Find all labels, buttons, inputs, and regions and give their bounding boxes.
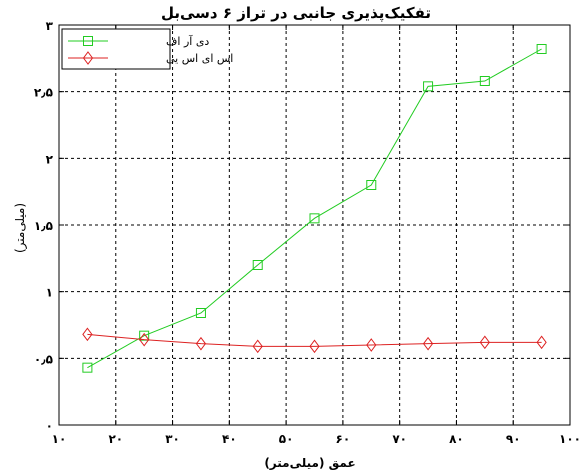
legend-marker bbox=[83, 36, 93, 46]
series-line bbox=[87, 333, 542, 347]
data-point bbox=[195, 308, 206, 318]
x-tick-label: ۳۰ bbox=[165, 432, 180, 446]
y-tick-label: ۰٫۵ bbox=[34, 352, 53, 366]
series-square bbox=[82, 44, 547, 373]
series-diamond bbox=[82, 327, 547, 354]
data-point bbox=[195, 336, 207, 351]
x-tick-label: ۴۰ bbox=[222, 432, 237, 446]
y-tick-label: ۲ bbox=[46, 152, 54, 166]
x-tick-label: ۷۰ bbox=[392, 432, 407, 446]
data-point bbox=[423, 81, 434, 92]
legend-marker bbox=[82, 51, 94, 65]
chart-title: تفکیک‌پذیری جانبی در تراز ۶ دسی‌بل bbox=[161, 4, 431, 23]
data-point bbox=[479, 76, 490, 86]
x-tick-label: ۹۰ bbox=[506, 432, 521, 446]
data-point bbox=[139, 332, 150, 347]
grid bbox=[59, 25, 570, 425]
ticks: ۱۰ ۲۰ ۳۰ ۴۰ ۵۰ ۶۰ ۷۰ ۸۰ ۹۰ ۱۰۰ ۰ ۰٫۵ ۱ ۱٫۵ ۲ ۲٫۵ ۳ bbox=[34, 19, 581, 446]
data-point bbox=[309, 213, 320, 224]
x-tick-label: ۱۰۰ bbox=[559, 432, 581, 446]
data-point bbox=[252, 260, 263, 270]
x-tick-label: ۸۰ bbox=[449, 432, 464, 446]
data-point bbox=[252, 339, 263, 354]
data-point bbox=[422, 336, 434, 351]
y-tick-label: ۲٫۵ bbox=[34, 86, 53, 100]
data-point bbox=[536, 44, 547, 54]
x-tick-label: ۲۰ bbox=[108, 432, 123, 446]
y-tick-label: ۰ bbox=[46, 419, 53, 433]
x-axis-label: عمق (میلی‌متر) bbox=[264, 456, 355, 470]
data-point bbox=[536, 335, 547, 350]
series-layer bbox=[82, 44, 547, 373]
y-tick-label: ۱٫۵ bbox=[34, 219, 53, 233]
data-point bbox=[82, 327, 93, 342]
series-line bbox=[87, 48, 542, 369]
x-tick-label: ۱۰ bbox=[52, 432, 67, 446]
x-tick-label: ۶۰ bbox=[336, 432, 351, 446]
y-tick-label: ۱ bbox=[46, 286, 53, 300]
legend: دی آر اف اس ای اس یی bbox=[61, 28, 233, 70]
y-tick-label: ۳ bbox=[46, 19, 54, 33]
x-tick-label: ۵۰ bbox=[279, 432, 294, 446]
data-point bbox=[309, 339, 320, 354]
legend-label: اس ای اس یی bbox=[166, 52, 233, 65]
legend-box bbox=[61, 28, 171, 70]
data-point bbox=[82, 362, 93, 373]
data-point bbox=[366, 338, 377, 352]
data-point bbox=[479, 335, 490, 350]
y-axis-label: (میلی‌متر) bbox=[13, 203, 28, 253]
data-point bbox=[366, 180, 377, 190]
legend-label: دی آر اف bbox=[166, 34, 209, 48]
